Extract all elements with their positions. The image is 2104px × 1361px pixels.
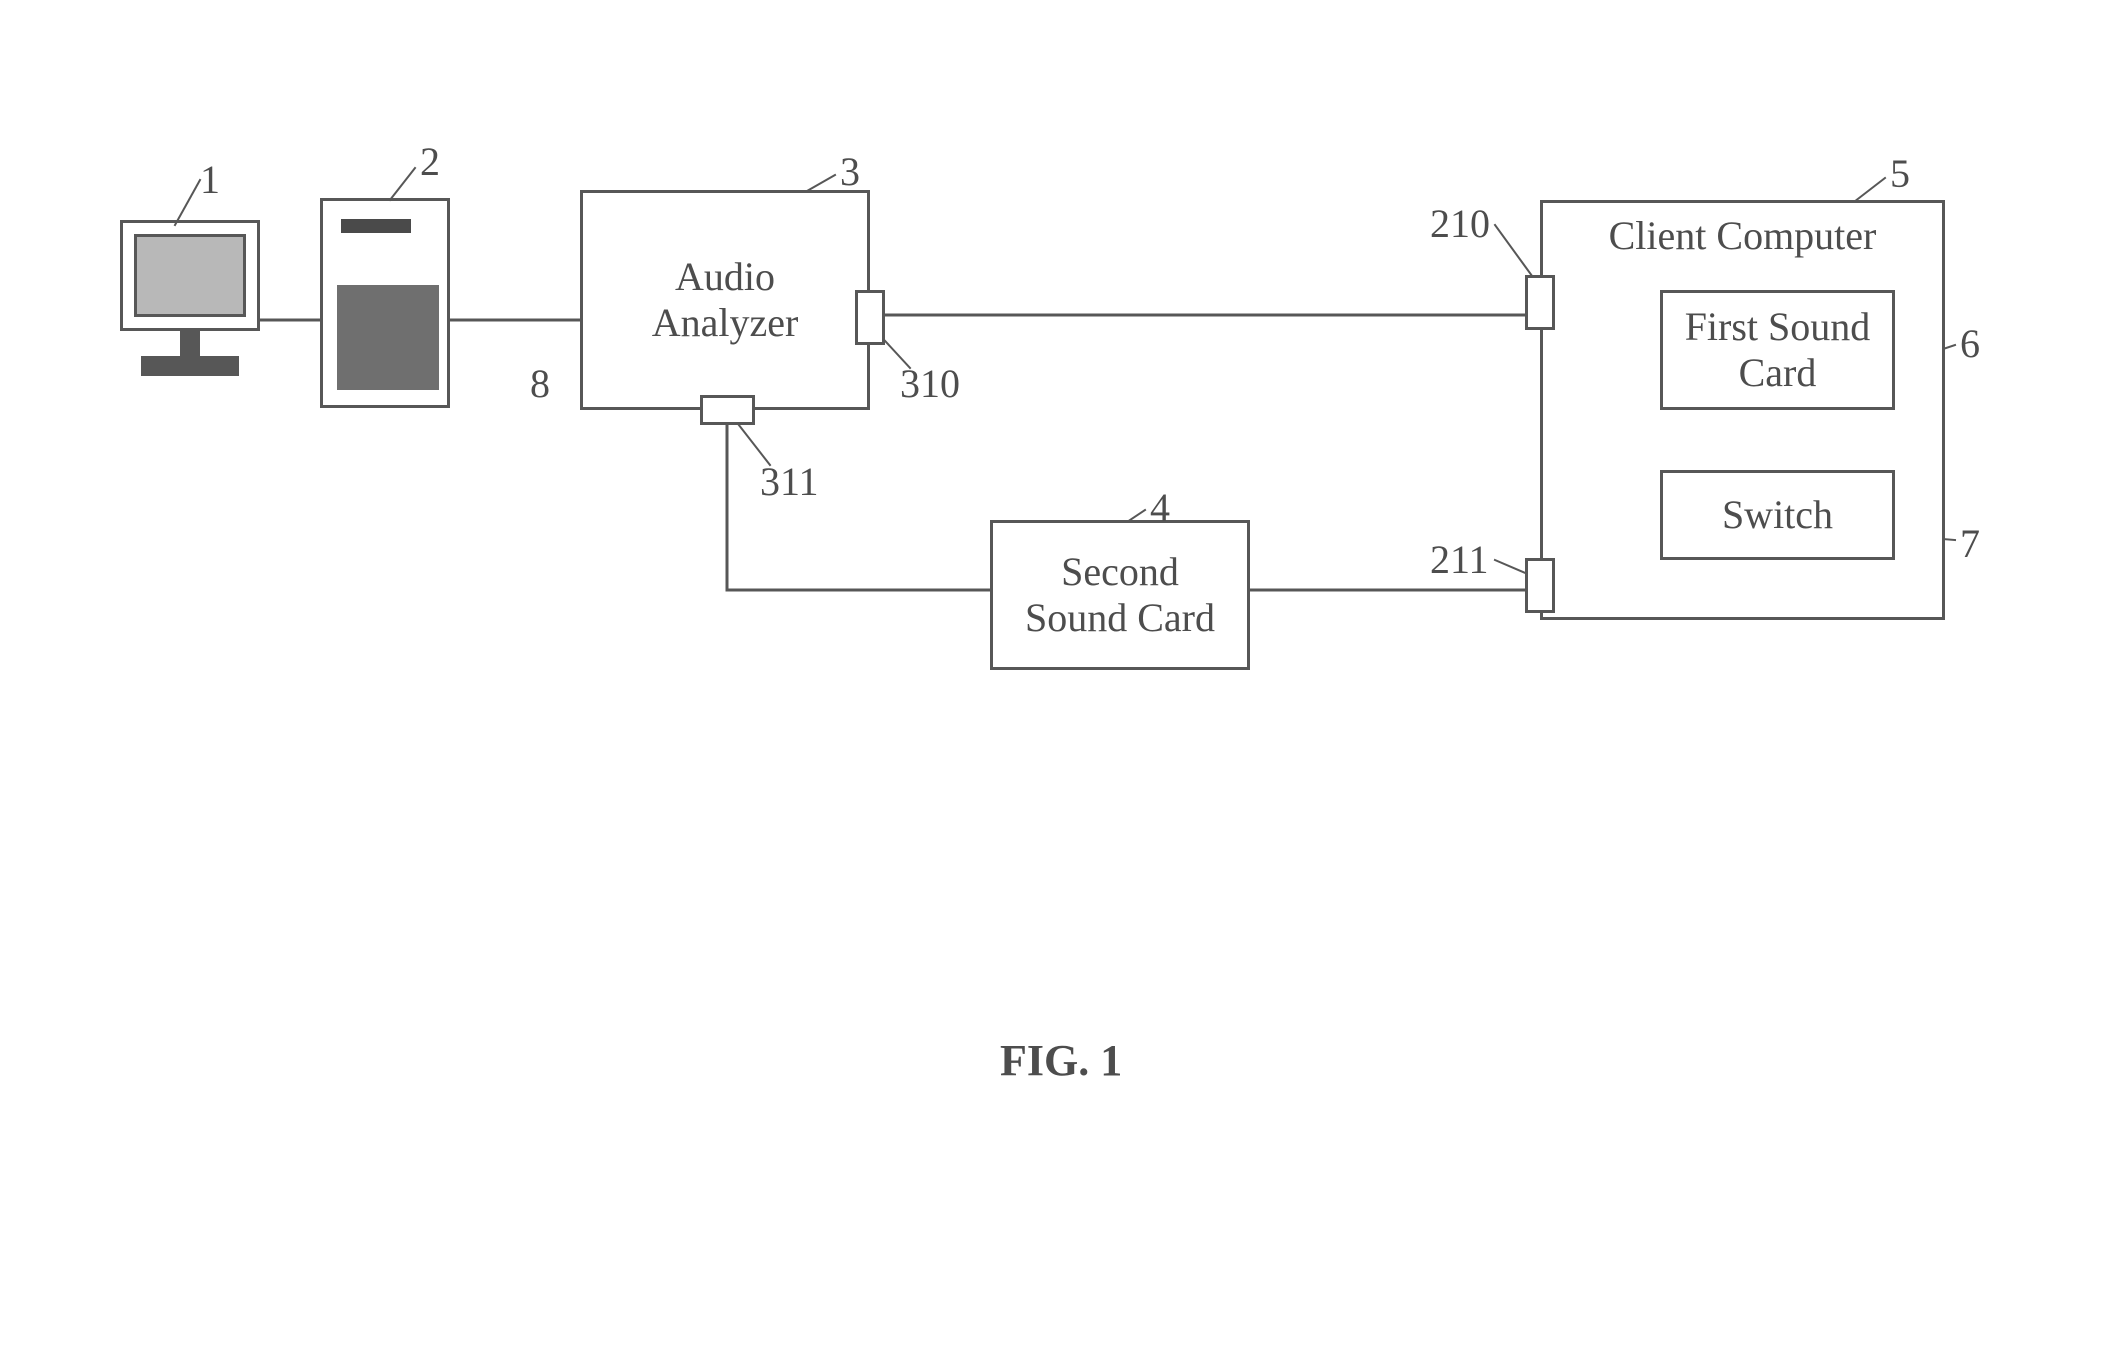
diagram-canvas: AudioAnalyzer SecondSound Card Client Co… bbox=[0, 0, 2104, 1361]
figure-caption: FIG. 1 bbox=[1000, 1035, 1122, 1086]
monitor-icon bbox=[120, 220, 260, 390]
audio-analyzer-label: AudioAnalyzer bbox=[652, 254, 799, 346]
first-sound-card-block: First SoundCard bbox=[1660, 290, 1895, 410]
first-sound-card-label: First SoundCard bbox=[1685, 304, 1871, 396]
label-2: 2 bbox=[420, 138, 440, 185]
port-211 bbox=[1525, 558, 1555, 613]
label-310: 310 bbox=[900, 360, 960, 407]
client-computer-label: Client Computer bbox=[1609, 213, 1877, 259]
label-311: 311 bbox=[760, 458, 819, 505]
audio-analyzer-block: AudioAnalyzer bbox=[580, 190, 870, 410]
second-sound-card-label: SecondSound Card bbox=[1025, 549, 1215, 641]
label-4: 4 bbox=[1150, 484, 1170, 531]
second-sound-card-block: SecondSound Card bbox=[990, 520, 1250, 670]
port-210 bbox=[1525, 275, 1555, 330]
label-6: 6 bbox=[1960, 320, 1980, 367]
label-3: 3 bbox=[840, 148, 860, 195]
label-5: 5 bbox=[1890, 150, 1910, 197]
label-1: 1 bbox=[200, 156, 220, 203]
port-311 bbox=[700, 395, 755, 425]
label-7: 7 bbox=[1960, 520, 1980, 567]
label-8: 8 bbox=[530, 360, 550, 407]
port-310 bbox=[855, 290, 885, 345]
label-211: 211 bbox=[1430, 536, 1489, 583]
label-210: 210 bbox=[1430, 200, 1490, 247]
tower-icon bbox=[320, 198, 450, 408]
switch-block: Switch bbox=[1660, 470, 1895, 560]
switch-label: Switch bbox=[1722, 492, 1833, 538]
